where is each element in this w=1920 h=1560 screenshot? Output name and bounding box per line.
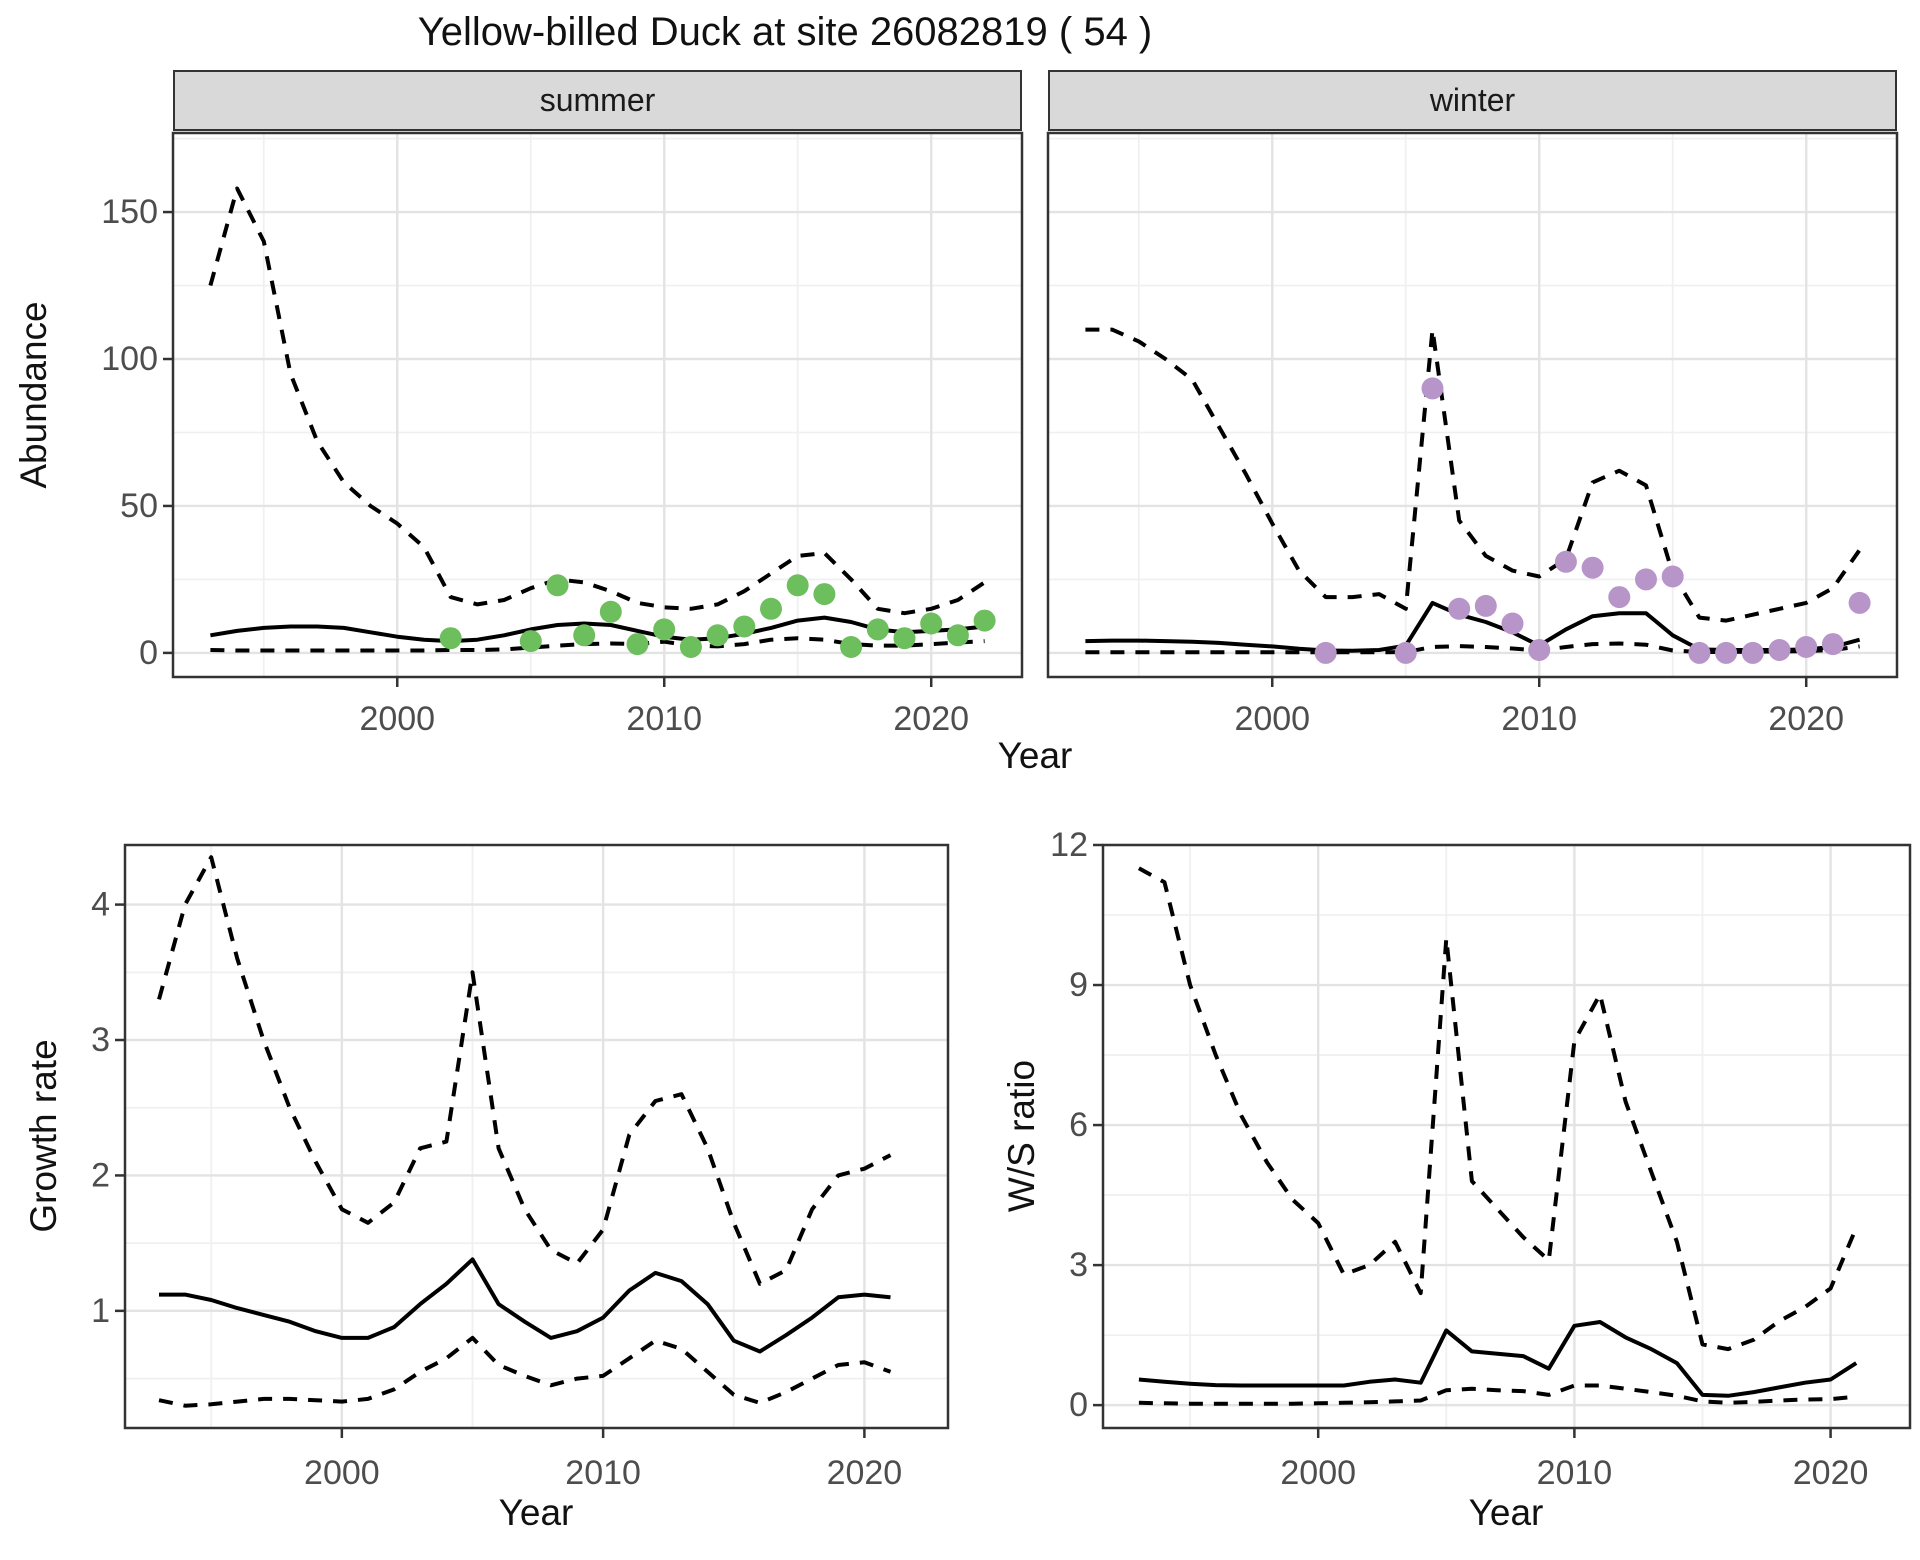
x-tick-label: 2020 [827, 1454, 903, 1492]
x-tick-label: 2000 [304, 1454, 380, 1492]
y-tick-label: 0 [1069, 1386, 1088, 1424]
y-tick-label: 3 [1069, 1246, 1088, 1284]
observed-summer-counts-point [599, 600, 622, 623]
ws-ratio-lower-95ci-line [1138, 1383, 1857, 1406]
observed-winter-counts-point [1661, 565, 1684, 588]
facet-strip-winter: winter [1048, 70, 1897, 131]
x-axis-title-year-ws: Year [1468, 1492, 1544, 1533]
x-tick-label: 2010 [1501, 700, 1577, 738]
x-tick-label: 2020 [893, 700, 969, 738]
observed-winter-counts-point [1821, 633, 1844, 656]
abundance-winter-lower-95ci-line [1085, 641, 1860, 655]
abundance-summer-median-line [210, 615, 985, 644]
observed-summer-counts-point [973, 609, 996, 632]
observed-winter-counts-point [1688, 641, 1711, 664]
y-axis-title-ws-ratio: W/S ratio [1001, 1059, 1042, 1213]
observed-summer-counts-point [626, 633, 649, 656]
y-tick-label: 4 [91, 886, 110, 924]
observed-winter-counts-point [1581, 556, 1604, 579]
abundance-winter-panel-background [1048, 133, 1897, 677]
observed-winter-counts-point [1795, 636, 1818, 658]
observed-winter-counts-point [1501, 612, 1524, 635]
observed-winter-counts-point [1848, 591, 1871, 614]
observed-summer-counts-point [573, 624, 596, 647]
y-tick-label: 50 [120, 487, 158, 525]
y-axis-title-abundance: Abundance [13, 301, 54, 489]
observed-summer-counts-point [946, 624, 969, 647]
observed-summer-counts-point [439, 627, 462, 650]
observed-summer-counts-point [813, 583, 836, 606]
x-tick-label: 2020 [1768, 700, 1844, 738]
x-tick-label: 2010 [626, 700, 702, 738]
observed-summer-counts-point [546, 574, 569, 597]
facet-strip-summer-label: summer [539, 82, 656, 118]
x-tick-label: 2000 [1234, 700, 1310, 738]
observed-winter-counts-point [1421, 377, 1444, 400]
observed-winter-counts-point [1448, 597, 1471, 620]
x-tick-label: 2010 [1537, 1454, 1613, 1492]
y-tick-label: 6 [1069, 1106, 1088, 1144]
y-axis-title-growth-rate: Growth rate [23, 1039, 64, 1233]
growth-rate-panel-border [123, 843, 950, 1430]
y-tick-label: 2 [91, 1156, 110, 1194]
x-tick-label: 2020 [1793, 1454, 1869, 1492]
observed-winter-counts-point [1554, 550, 1577, 573]
observed-summer-counts-point [840, 636, 863, 658]
abundance-winter-upper-95ci-line [1085, 327, 1862, 623]
observed-summer-counts-point [920, 612, 943, 635]
y-tick-label: 12 [1050, 826, 1088, 864]
observed-summer-counts-point [733, 615, 756, 638]
facet-strip-summer: summer [173, 70, 1022, 131]
facet-strip-winter-label: winter [1429, 82, 1516, 118]
abundance-summer-upper-95ci-line [208, 186, 986, 616]
abundance-summer-panel-background [173, 133, 1022, 677]
observed-summer-counts-point [786, 574, 809, 597]
x-axis-title-year-growth: Year [498, 1492, 574, 1533]
observed-summer-counts-point [706, 624, 729, 647]
observed-summer-counts-point [679, 636, 702, 658]
x-axis-title-year-top: Year [997, 735, 1073, 776]
observed-winter-counts-point [1474, 594, 1497, 617]
observed-summer-counts-point [866, 618, 889, 641]
growth-rate-panel-background [125, 845, 948, 1428]
y-tick-label: 150 [101, 193, 158, 231]
x-tick-label: 2010 [565, 1454, 641, 1492]
ws-ratio-panel-border [1101, 843, 1912, 1430]
ws-ratio-median-line [1138, 1320, 1858, 1398]
y-tick-label: 1 [91, 1292, 110, 1330]
observed-winter-counts-point [1635, 568, 1657, 591]
observed-winter-counts-point [1715, 641, 1738, 664]
observed-summer-counts-point [893, 627, 916, 650]
observed-winter-counts-point [1768, 639, 1791, 661]
observed-summer-counts-point [519, 630, 542, 653]
y-tick-label: 0 [139, 634, 158, 672]
observed-winter-counts-point [1314, 641, 1337, 664]
growth-rate-lower-95ci-line [158, 1335, 892, 1408]
abundance-summer-panel-border [171, 131, 1024, 679]
chart-title: Yellow-billed Duck at site 26082819 ( 54… [417, 10, 1153, 54]
observed-winter-counts-point [1741, 641, 1764, 664]
ws-ratio-panel-background [1103, 845, 1910, 1428]
ws-ratio-upper-95ci-line [1137, 866, 1859, 1352]
y-tick-label: 100 [101, 340, 158, 378]
growth-rate-median-line [159, 1257, 891, 1354]
observed-winter-counts-point [1394, 641, 1417, 664]
observed-summer-counts-point [760, 597, 782, 620]
abundance-winter-panel-border [1046, 131, 1899, 679]
y-tick-label: 9 [1069, 966, 1088, 1004]
x-tick-label: 2000 [1280, 1454, 1356, 1492]
observed-summer-counts-point [653, 618, 676, 641]
observed-winter-counts-point [1528, 639, 1551, 661]
y-tick-label: 3 [91, 1021, 110, 1059]
x-tick-label: 2000 [359, 700, 435, 738]
observed-winter-counts-point [1608, 586, 1631, 609]
abundance-summer-lower-95ci-line [210, 636, 985, 653]
